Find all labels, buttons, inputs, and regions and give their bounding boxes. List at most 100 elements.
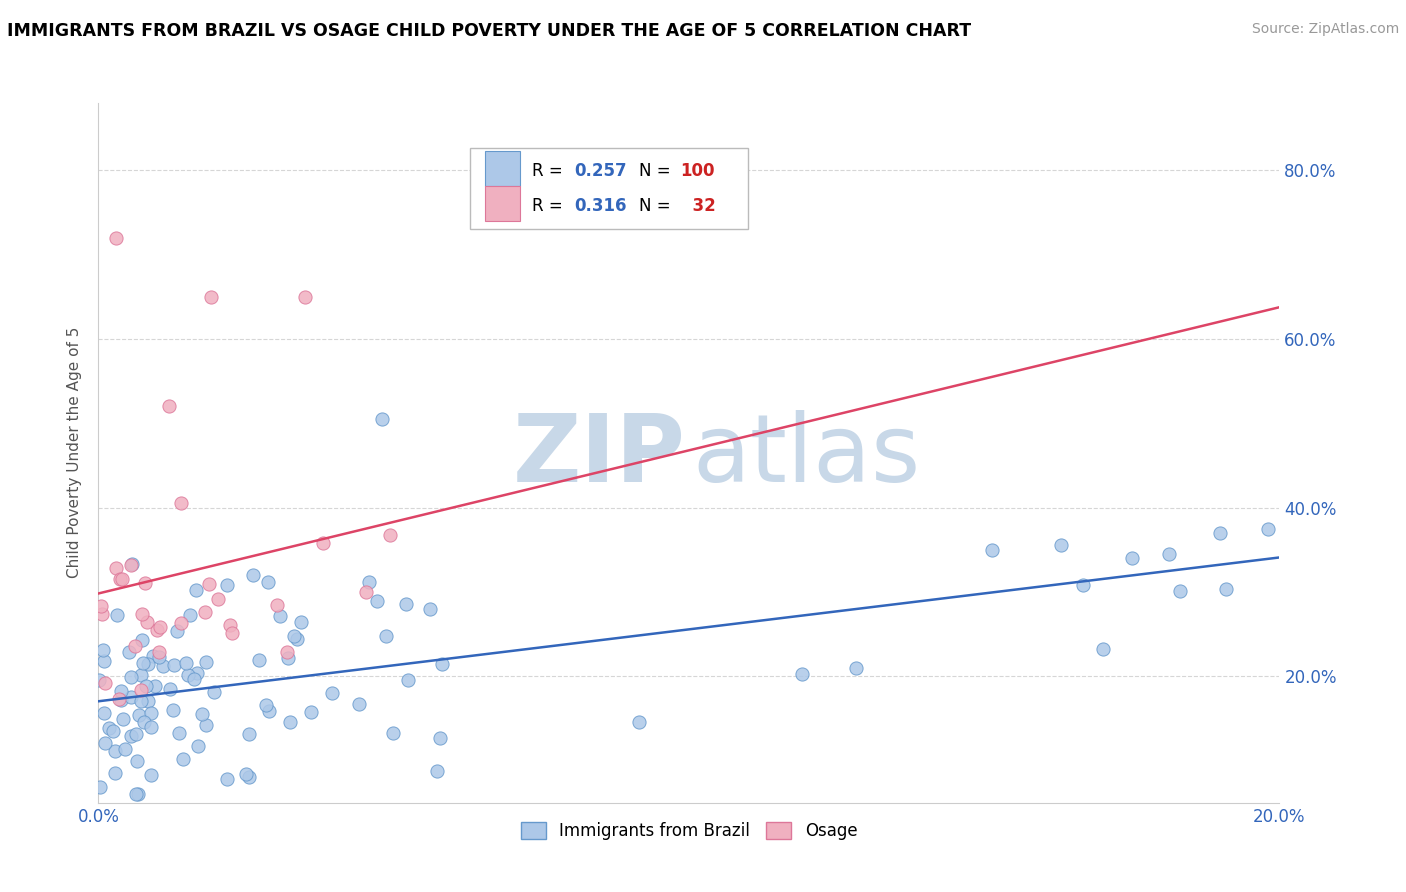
Point <box>311 535 333 549</box>
Point <box>125 788 148 802</box>
Point <box>111 712 134 726</box>
Point <box>107 692 129 706</box>
Point <box>266 598 288 612</box>
Point <box>114 741 136 756</box>
Point <box>120 730 142 744</box>
Point <box>1257 522 1279 536</box>
Point <box>1209 525 1232 540</box>
Point <box>120 670 142 684</box>
Point <box>142 649 165 664</box>
Point <box>93 706 115 720</box>
Point <box>269 609 291 624</box>
Point <box>627 714 650 729</box>
Point <box>134 575 156 590</box>
Point <box>127 788 149 802</box>
Text: 0.316: 0.316 <box>575 196 627 214</box>
Point <box>174 656 197 670</box>
Point <box>432 657 454 671</box>
Point <box>146 623 169 637</box>
Point <box>235 767 257 781</box>
Y-axis label: Child Poverty Under the Age of 5: Child Poverty Under the Age of 5 <box>67 327 83 578</box>
Text: 0.257: 0.257 <box>575 161 627 179</box>
Text: N =: N = <box>640 161 676 179</box>
Point <box>120 690 142 704</box>
Point <box>110 684 132 698</box>
Point <box>105 561 128 575</box>
Point <box>321 686 343 700</box>
Point <box>104 765 127 780</box>
Point <box>94 736 117 750</box>
Text: atlas: atlas <box>693 410 921 502</box>
Point <box>381 726 404 740</box>
Point <box>139 706 162 720</box>
Point <box>93 676 115 690</box>
Point <box>105 230 128 244</box>
Point <box>371 412 394 426</box>
FancyBboxPatch shape <box>471 148 748 228</box>
Point <box>91 642 114 657</box>
Bar <box>485 151 520 186</box>
Point <box>131 607 153 621</box>
Point <box>200 290 222 304</box>
Point <box>90 599 112 614</box>
Point <box>111 572 134 586</box>
Point <box>375 629 398 643</box>
Point <box>277 651 299 665</box>
Legend: Immigrants from Brazil, Osage: Immigrants from Brazil, Osage <box>513 815 865 847</box>
Point <box>257 574 280 589</box>
Point <box>242 568 264 582</box>
Point <box>101 723 124 738</box>
Point <box>1159 547 1181 561</box>
Point <box>195 655 218 669</box>
Point <box>148 645 170 659</box>
Point <box>354 585 377 599</box>
Point <box>129 683 152 698</box>
Point <box>1168 584 1191 599</box>
Point <box>179 608 201 623</box>
Point <box>135 679 157 693</box>
Point <box>152 658 174 673</box>
Point <box>125 727 148 741</box>
Point <box>347 697 370 711</box>
Point <box>166 624 188 638</box>
Point <box>131 632 153 647</box>
Point <box>149 620 172 634</box>
Point <box>93 654 115 668</box>
Point <box>110 572 132 586</box>
Point <box>163 657 186 672</box>
Point <box>143 679 166 693</box>
Point <box>157 399 180 413</box>
Point <box>194 605 217 619</box>
Point <box>278 715 301 730</box>
Point <box>139 768 162 782</box>
Point <box>276 645 298 659</box>
Point <box>1091 642 1114 657</box>
Point <box>221 626 243 640</box>
Point <box>194 718 217 732</box>
Point <box>396 673 419 687</box>
Point <box>419 602 441 616</box>
Point <box>845 661 868 675</box>
Point <box>425 764 447 779</box>
Point <box>1215 582 1237 596</box>
Point <box>198 576 221 591</box>
Point <box>187 739 209 753</box>
Point <box>1121 551 1143 566</box>
Point <box>120 558 142 572</box>
Point <box>105 608 128 623</box>
Point <box>257 704 280 718</box>
Point <box>238 727 260 741</box>
Point <box>159 681 181 696</box>
Point <box>186 582 208 597</box>
Point <box>183 672 205 686</box>
Point <box>215 772 238 786</box>
Text: ZIP: ZIP <box>513 410 685 502</box>
Point <box>186 666 208 681</box>
Point <box>283 629 305 643</box>
Point <box>118 645 141 659</box>
Point <box>191 706 214 721</box>
Point <box>124 639 146 653</box>
Text: IMMIGRANTS FROM BRAZIL VS OSAGE CHILD POVERTY UNDER THE AGE OF 5 CORRELATION CHA: IMMIGRANTS FROM BRAZIL VS OSAGE CHILD PO… <box>7 22 972 40</box>
Point <box>162 703 184 717</box>
Point <box>172 752 194 766</box>
